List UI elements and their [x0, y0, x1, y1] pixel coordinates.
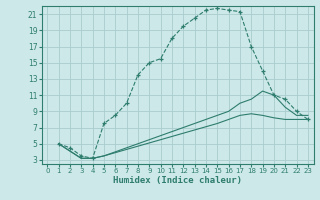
X-axis label: Humidex (Indice chaleur): Humidex (Indice chaleur) [113, 176, 242, 185]
